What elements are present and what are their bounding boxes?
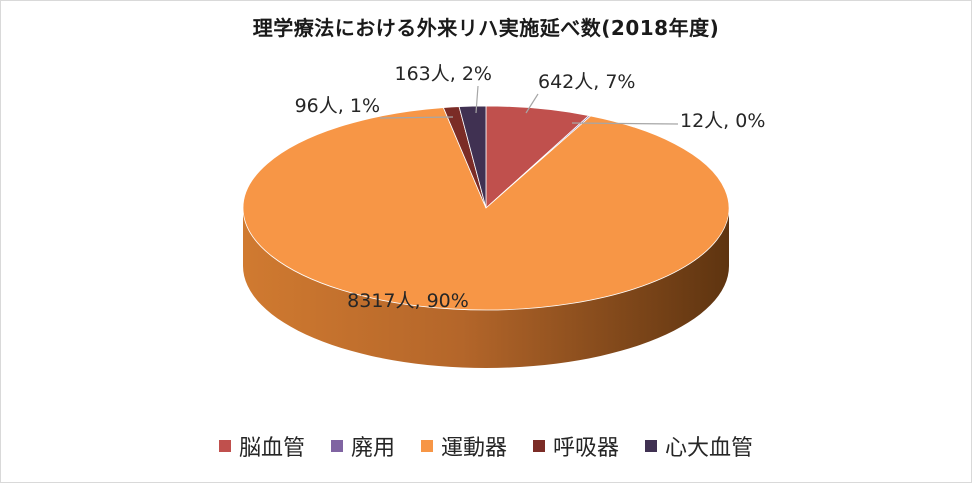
pie-slice-brain: [485, 105, 590, 209]
chart-title: 理学療法における外来リハ実施延べ数(2018年度): [252, 16, 720, 40]
data-label-brain: 642人, 7%: [538, 71, 636, 93]
leader-line-cardio: [475, 85, 479, 114]
legend-item-brain: 脳血管: [218, 430, 305, 462]
data-label-respiratory: 96人, 1%: [295, 95, 380, 117]
legend-swatch-motor: [420, 440, 433, 452]
leader-line-respiratory: [379, 116, 454, 119]
legend-label-cardio: 心大血管: [665, 436, 754, 461]
leader-line-disuse: [571, 122, 679, 125]
legend-item-cardio: 心大血管: [645, 430, 753, 462]
data-label-motor: 8317人, 90%: [347, 290, 469, 312]
pie-slices: [242, 105, 730, 368]
legend-item-motor: 運動器: [420, 430, 507, 462]
pie-slice-motor: [242, 107, 730, 311]
pie-side-motor: [243, 208, 729, 368]
legend-label-disuse: 廃用: [350, 436, 395, 461]
legend-label-respiratory: 呼吸器: [553, 436, 620, 461]
legend-item-respiratory: 呼吸器: [533, 430, 619, 462]
pie-slice-cardio: [458, 105, 487, 209]
legend-swatch-respiratory: [533, 440, 545, 452]
legend-swatch-brain: [218, 440, 231, 452]
legend-item-disuse: 廃用: [330, 430, 395, 462]
leader-lines: [379, 85, 679, 125]
legend-label-motor: 運動器: [440, 436, 507, 461]
leader-line-brain: [525, 93, 539, 114]
legend: 脳血管 廃用 運動器 呼吸器 心大血管: [0, 430, 972, 462]
data-label-cardio: 163人, 2%: [395, 63, 493, 85]
data-label-disuse: 12人, 0%: [680, 110, 765, 132]
data-labels: 642人, 7% 12人, 0% 8317人, 90% 96人, 1% 163人, 2%: [295, 63, 766, 312]
legend-swatch-cardio: [645, 440, 658, 452]
legend-swatch-disuse: [330, 440, 343, 452]
legend-label-brain: 脳血管: [238, 436, 305, 461]
